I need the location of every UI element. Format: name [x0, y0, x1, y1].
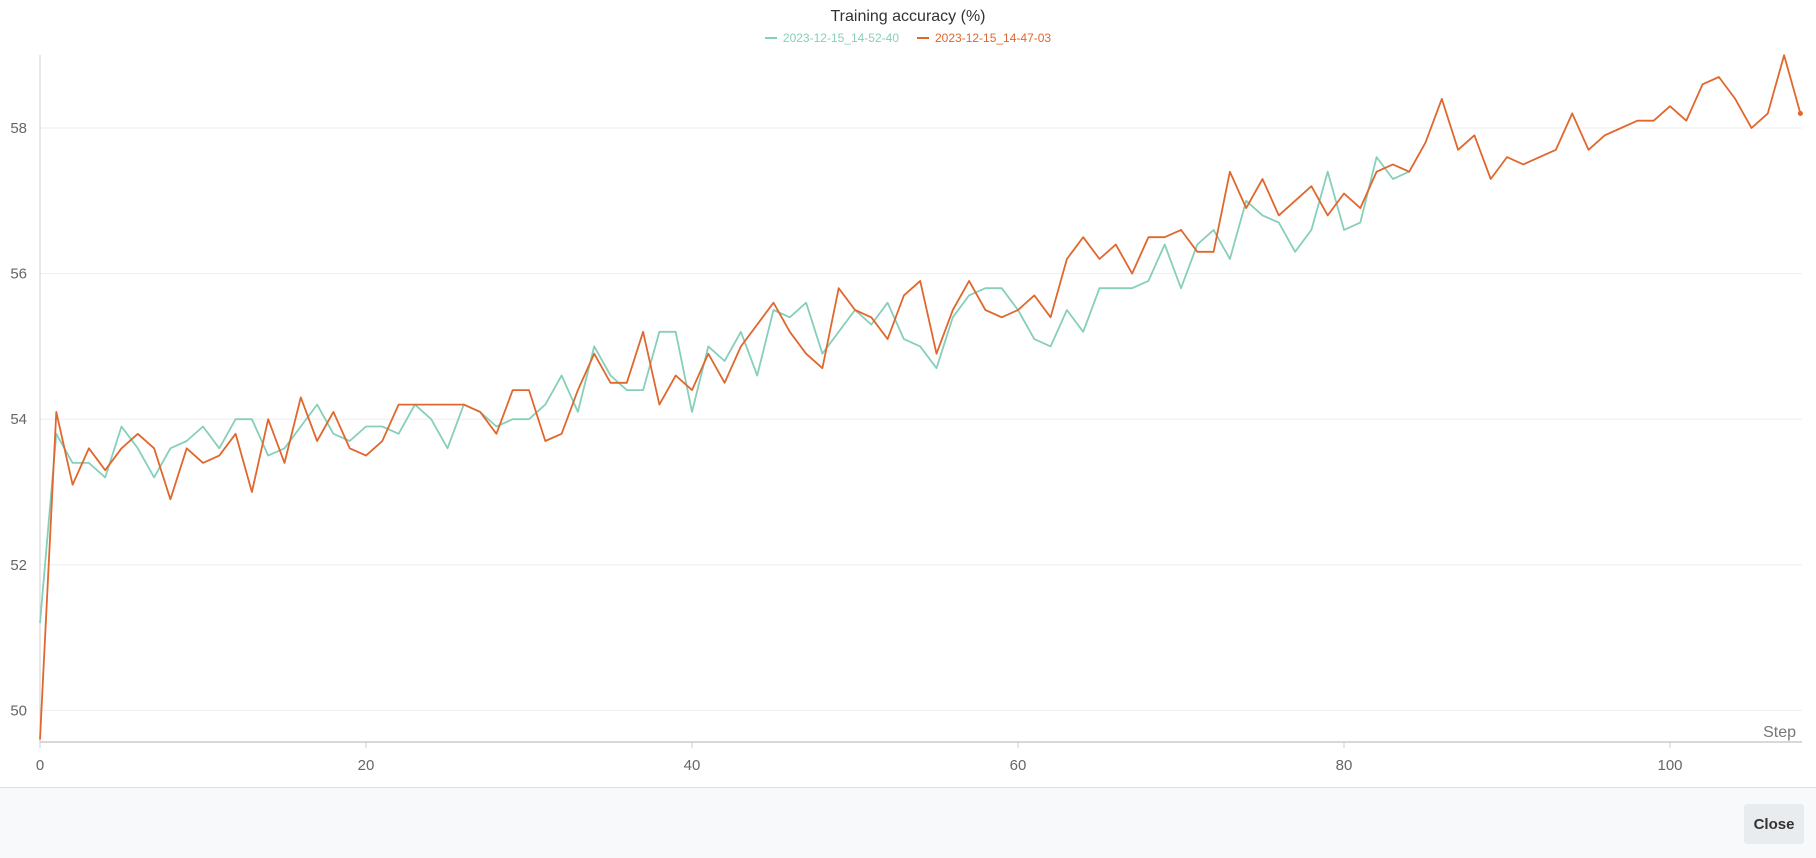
x-tick-label: 40: [684, 757, 701, 774]
chart-legend: 2023-12-15_14-52-40 2023-12-15_14-47-03: [0, 31, 1816, 45]
legend-swatch: [764, 37, 777, 39]
legend-label: 2023-12-15_14-47-03: [935, 31, 1052, 45]
close-button[interactable]: Close: [1744, 804, 1804, 844]
chart-panel: Training accuracy (%) 2023-12-15_14-52-4…: [0, 0, 1816, 787]
y-tick-label: 50: [10, 702, 27, 719]
series-end-point: [1797, 110, 1803, 116]
x-tick-label: 80: [1336, 757, 1353, 774]
legend-item-series-1[interactable]: 2023-12-15_14-52-40: [764, 31, 899, 45]
legend-item-series-2[interactable]: 2023-12-15_14-47-03: [917, 31, 1051, 45]
y-tick-label: 54: [10, 411, 27, 428]
legend-swatch: [917, 37, 929, 39]
series-line-2: [39, 54, 1802, 740]
dialog-footer: Close: [0, 787, 1816, 858]
x-tick-label: 0: [36, 757, 44, 774]
x-tick-label: 20: [358, 757, 375, 774]
x-tick-label: 100: [1657, 757, 1682, 774]
line-chart[interactable]: 50 52 54 56 58 0 20 40 60 80 100 Step: [0, 0, 1816, 787]
series-line-1: [39, 156, 1410, 624]
x-tick-label: 60: [1010, 757, 1027, 774]
legend-label: 2023-12-15_14-52-40: [782, 31, 899, 45]
y-tick-label: 56: [10, 266, 27, 283]
chart-title: Training accuracy (%): [830, 8, 986, 25]
y-tick-label: 58: [10, 120, 27, 137]
y-tick-label: 52: [10, 557, 27, 574]
x-axis-title: Step: [1763, 724, 1796, 741]
